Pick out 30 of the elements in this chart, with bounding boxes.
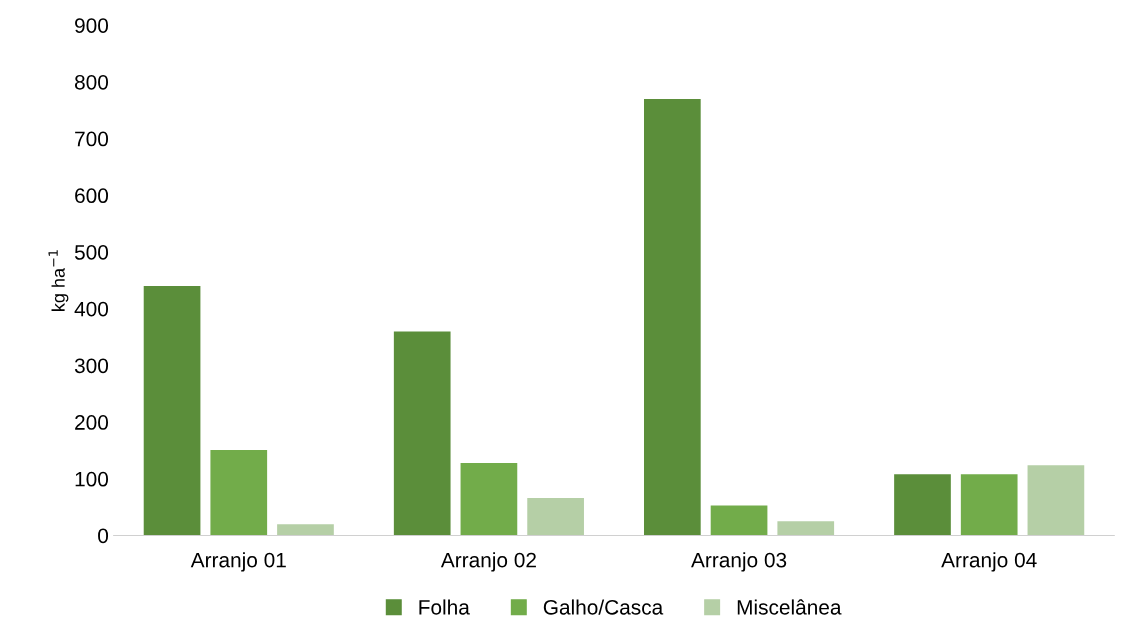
bar	[277, 524, 334, 536]
bar	[143, 286, 201, 536]
y-tick-label: 200	[75, 415, 109, 430]
y-axis-title: kg ha$^{−1}$	[48, 250, 69, 311]
bar	[527, 498, 584, 536]
bar	[777, 521, 835, 536]
bar	[210, 449, 268, 536]
x-tick-label: Arranjo 02	[440, 552, 536, 572]
y-tick-label: 600	[75, 188, 109, 204]
y-tick-label: 300	[74, 358, 109, 374]
y-tick-label: 100	[75, 471, 109, 487]
y-tick-label: 700	[75, 131, 109, 147]
legend-label: Galho/Casca	[543, 599, 664, 615]
legend-label: Folha	[419, 599, 470, 615]
bar	[460, 462, 518, 536]
x-tick-label: Arranjo 01	[190, 552, 286, 572]
y-tick-label: 800	[74, 74, 109, 90]
y-tick-label: 900	[75, 18, 109, 33]
legend-label: Miscelânea	[737, 599, 842, 615]
bar	[960, 474, 1018, 536]
y-tick-label: 400	[74, 301, 109, 317]
y-tick-label: 0	[98, 528, 109, 544]
bar	[710, 505, 768, 536]
bar	[393, 331, 451, 536]
x-tick-label: Arranjo 03	[691, 552, 787, 572]
bar	[894, 474, 951, 536]
y-tick-label: 500	[74, 245, 109, 260]
x-tick-label: Arranjo 04	[941, 552, 1037, 572]
bar	[644, 98, 701, 536]
bar	[1027, 465, 1085, 536]
